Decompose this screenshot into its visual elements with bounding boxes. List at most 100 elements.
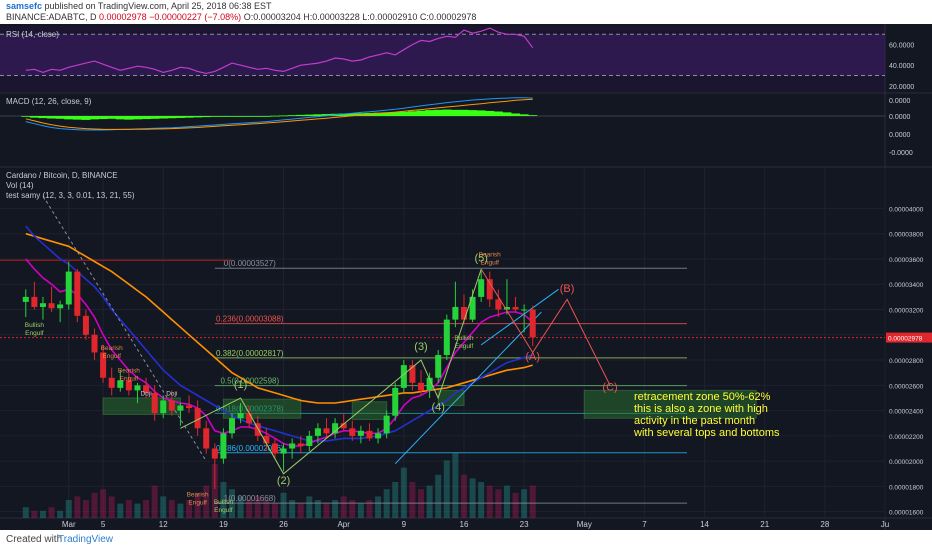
tradingview-brand[interactable]: TradingView (58, 534, 114, 545)
macd-histogram-bar (304, 114, 314, 116)
volume-bar (297, 503, 304, 518)
volume-bar (426, 485, 433, 518)
time-tick-label: Mar (62, 520, 76, 529)
rsi-tick-label: 20.0000 (889, 84, 914, 91)
candle-body (469, 296, 476, 320)
candle-body (203, 428, 210, 449)
wave-label: (2) (277, 475, 290, 487)
candle-body (332, 423, 339, 434)
volume-bar (194, 492, 201, 518)
pattern-label: Bullish (25, 322, 45, 329)
rsi-legend[interactable]: RSI (14, close) (6, 30, 59, 39)
uptrend-line-upper (480, 288, 559, 346)
candle-body (82, 315, 89, 335)
time-tick-label: 19 (219, 520, 228, 529)
volume-bar (289, 500, 296, 518)
ma-slow-line (25, 232, 533, 404)
candle-body (74, 271, 81, 316)
trading-chart[interactable]: 60.0000 40.0000 20.0000 0.0000 0.0000 0.0000 -… (0, 24, 932, 530)
symbol-info: BINANCE:ADABTC, D 0.00002978 −0.00000227… (6, 12, 476, 22)
volume-bar (168, 500, 175, 518)
macd-histogram-bar (339, 113, 349, 116)
wave-label: (5) (474, 253, 487, 265)
price-tick-label: 0.00003200 (889, 308, 924, 315)
macd-histogram-bar (373, 112, 383, 116)
macd-histogram-bar (485, 110, 495, 116)
candle-body (512, 306, 519, 310)
candle-body (521, 309, 528, 311)
macd-histogram-bar (279, 115, 289, 117)
macd-histogram-bar (175, 116, 185, 118)
macd-histogram-bar (21, 116, 31, 117)
macd-histogram-bar (433, 109, 443, 116)
analysis-note: with several tops and bottoms (633, 427, 780, 439)
candle-body (91, 334, 98, 353)
main-series-legend[interactable]: Cardano / Bitcoin, D, BINANCE (6, 171, 118, 180)
volume-bar (220, 482, 227, 518)
volume-bar (151, 485, 158, 518)
macd-histogram-bar (81, 116, 91, 120)
volume-bar (177, 503, 184, 518)
time-tick-label: 9 (402, 520, 407, 529)
macd-histogram-bar (158, 116, 168, 119)
published-text: published on TradingView.com, April 25, … (44, 1, 272, 11)
wave-label: (B) (560, 283, 575, 295)
wave-label: (3) (414, 341, 427, 353)
macd-histogram-bar (261, 116, 271, 117)
publish-info: samsefc published on TradingView.com, Ap… (6, 1, 272, 11)
macd-histogram-bar (321, 114, 332, 116)
ohlc-values: O:0.00003204 H:0.00003228 L:0.00002910 C… (243, 12, 477, 22)
time-tick-label: 5 (101, 520, 106, 529)
pattern-label: Bearish (187, 492, 209, 499)
candle-body (349, 428, 356, 436)
volume-bar (383, 489, 390, 518)
pattern-label: Bearish (118, 368, 140, 375)
volume-bar (460, 474, 467, 518)
candle-body (426, 377, 433, 391)
candle-body (503, 306, 510, 310)
macd-legend[interactable]: MACD (12, 26, close, 9) (6, 97, 92, 106)
pattern-label: Bearish (479, 251, 501, 258)
indicator-legend[interactable]: test samy (12, 3, 3, 0.01, 13, 21, 55) (6, 191, 135, 200)
volume-bar (529, 485, 536, 518)
volume-bar (91, 492, 98, 518)
volume-bar (357, 503, 364, 518)
volume-bar (271, 503, 278, 518)
chart-header: samsefc published on TradingView.com, Ap… (0, 0, 932, 24)
candle-body (435, 355, 442, 378)
time-tick-label: 14 (700, 520, 709, 529)
wave-label: (A) (525, 351, 540, 363)
volume-bar (366, 500, 373, 518)
time-tick-label: 12 (159, 520, 168, 529)
wave-path (180, 268, 482, 475)
candle-body (254, 423, 261, 436)
volume-bar (65, 500, 72, 518)
volume-bar (400, 467, 407, 518)
volume-bar (39, 510, 46, 518)
rsi-tick-label: 40.0000 (889, 63, 914, 70)
macd-histogram-bar (382, 112, 392, 116)
candle-body (22, 296, 29, 302)
time-tick-label: Apr (337, 520, 350, 529)
candle-body (134, 385, 141, 391)
volume-legend[interactable]: Vol (14) (6, 181, 34, 190)
candle-body (366, 430, 373, 439)
volume-bar (228, 489, 235, 518)
macd-histogram-bar (425, 110, 435, 116)
candle-body (443, 319, 450, 356)
volume-bar (306, 496, 313, 518)
fib-level-label: 0.786(0.00002066) (216, 444, 284, 453)
fib-level-label: 0.382(0.00002817) (216, 349, 284, 358)
candle-body (452, 306, 459, 320)
pattern-label: Engulf (102, 353, 121, 360)
macd-histogram-bar (115, 116, 125, 120)
candle-body (375, 433, 382, 439)
volume-bar (478, 482, 485, 518)
macd-histogram-bar (55, 116, 65, 119)
author-name[interactable]: samsefc (6, 1, 43, 11)
volume-bar (469, 478, 476, 518)
pattern-label: Engulf (214, 507, 233, 514)
pattern-label: Bullish (454, 335, 474, 342)
wave-label: (C) (602, 381, 617, 393)
volume-bar (31, 510, 38, 518)
